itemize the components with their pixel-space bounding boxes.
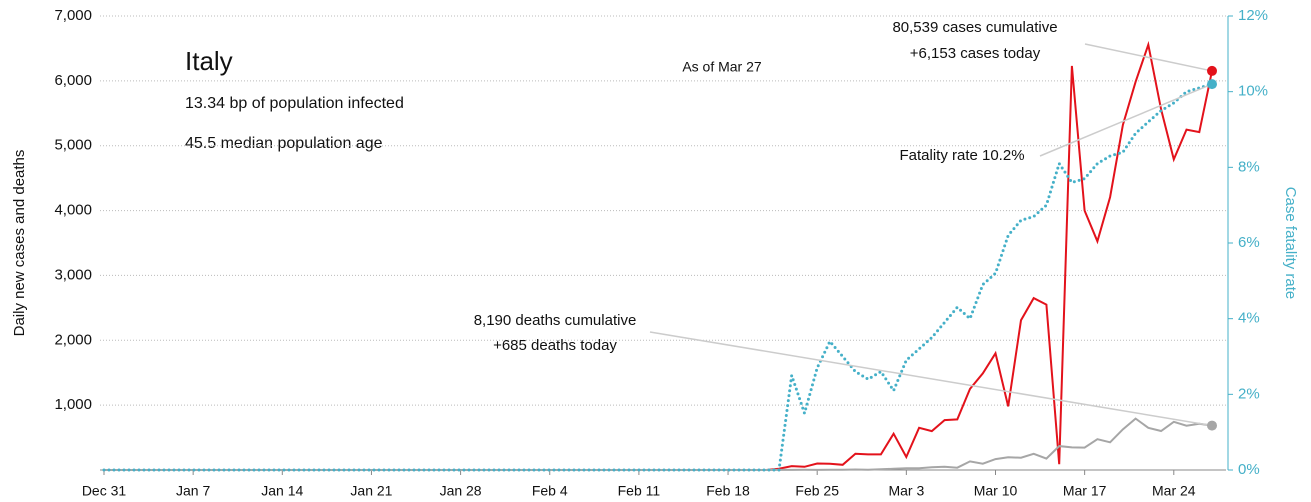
x-tick-label: Feb 11 xyxy=(618,483,661,499)
x-tick-label: Mar 10 xyxy=(974,483,1018,499)
y-tick-label: 3,000 xyxy=(54,266,92,283)
x-tick-label: Feb 4 xyxy=(532,483,568,499)
x-tick-label: Mar 17 xyxy=(1063,483,1107,499)
y-tick-label: 7,000 xyxy=(54,7,92,24)
subtitle: 45.5 median population age xyxy=(185,135,383,152)
series-line xyxy=(103,417,1213,471)
subtitle: 13.34 bp of population infected xyxy=(185,95,404,112)
x-tick-label: Jan 28 xyxy=(440,483,482,499)
x-tick-label: Mar 3 xyxy=(888,483,924,499)
y2-tick-label: 12% xyxy=(1238,7,1268,24)
leader-line xyxy=(1039,83,1213,157)
end-point xyxy=(1207,65,1217,76)
y2-axis-label: Case fatality rate xyxy=(1282,187,1299,300)
x-tick-label: Jan 21 xyxy=(350,483,392,499)
y-tick-label: 4,000 xyxy=(54,202,92,219)
y2-tick-label: 0% xyxy=(1238,461,1260,478)
x-tick-label: Feb 25 xyxy=(795,483,839,499)
series-line xyxy=(102,82,1214,472)
leader-line xyxy=(1084,43,1213,72)
y2-tick-label: 4% xyxy=(1238,310,1260,327)
y2-tick-label: 6% xyxy=(1238,234,1260,251)
y2-tick-label: 10% xyxy=(1238,83,1268,100)
y2-tick-label: 8% xyxy=(1238,158,1260,175)
x-tick-label: Feb 18 xyxy=(706,483,750,499)
x-tick-label: Dec 31 xyxy=(82,483,127,499)
y-axis-label: Daily new cases and deaths xyxy=(11,150,28,337)
y-tick-label: 2,000 xyxy=(54,331,92,348)
x-tick-label: Jan 7 xyxy=(176,483,210,499)
annotation: +685 deaths today xyxy=(493,337,617,354)
chart-title: Italy xyxy=(185,46,233,76)
x-tick-label: Jan 14 xyxy=(261,483,303,499)
end-point xyxy=(1207,79,1217,90)
y-tick-label: 6,000 xyxy=(54,72,92,89)
end-point xyxy=(1207,420,1217,431)
leader-line xyxy=(649,331,1213,427)
y-tick-label: 1,000 xyxy=(54,396,92,413)
x-tick-label: Mar 24 xyxy=(1152,483,1196,499)
annotation: 8,190 deaths cumulative xyxy=(474,312,637,329)
annotation: +6,153 cases today xyxy=(910,45,1041,62)
annotation: Fatality rate 10.2% xyxy=(899,147,1024,164)
y-tick-label: 5,000 xyxy=(54,137,92,154)
annotation: 80,539 cases cumulative xyxy=(892,19,1057,36)
note: As of Mar 27 xyxy=(682,59,762,75)
y2-tick-label: 2% xyxy=(1238,385,1260,402)
